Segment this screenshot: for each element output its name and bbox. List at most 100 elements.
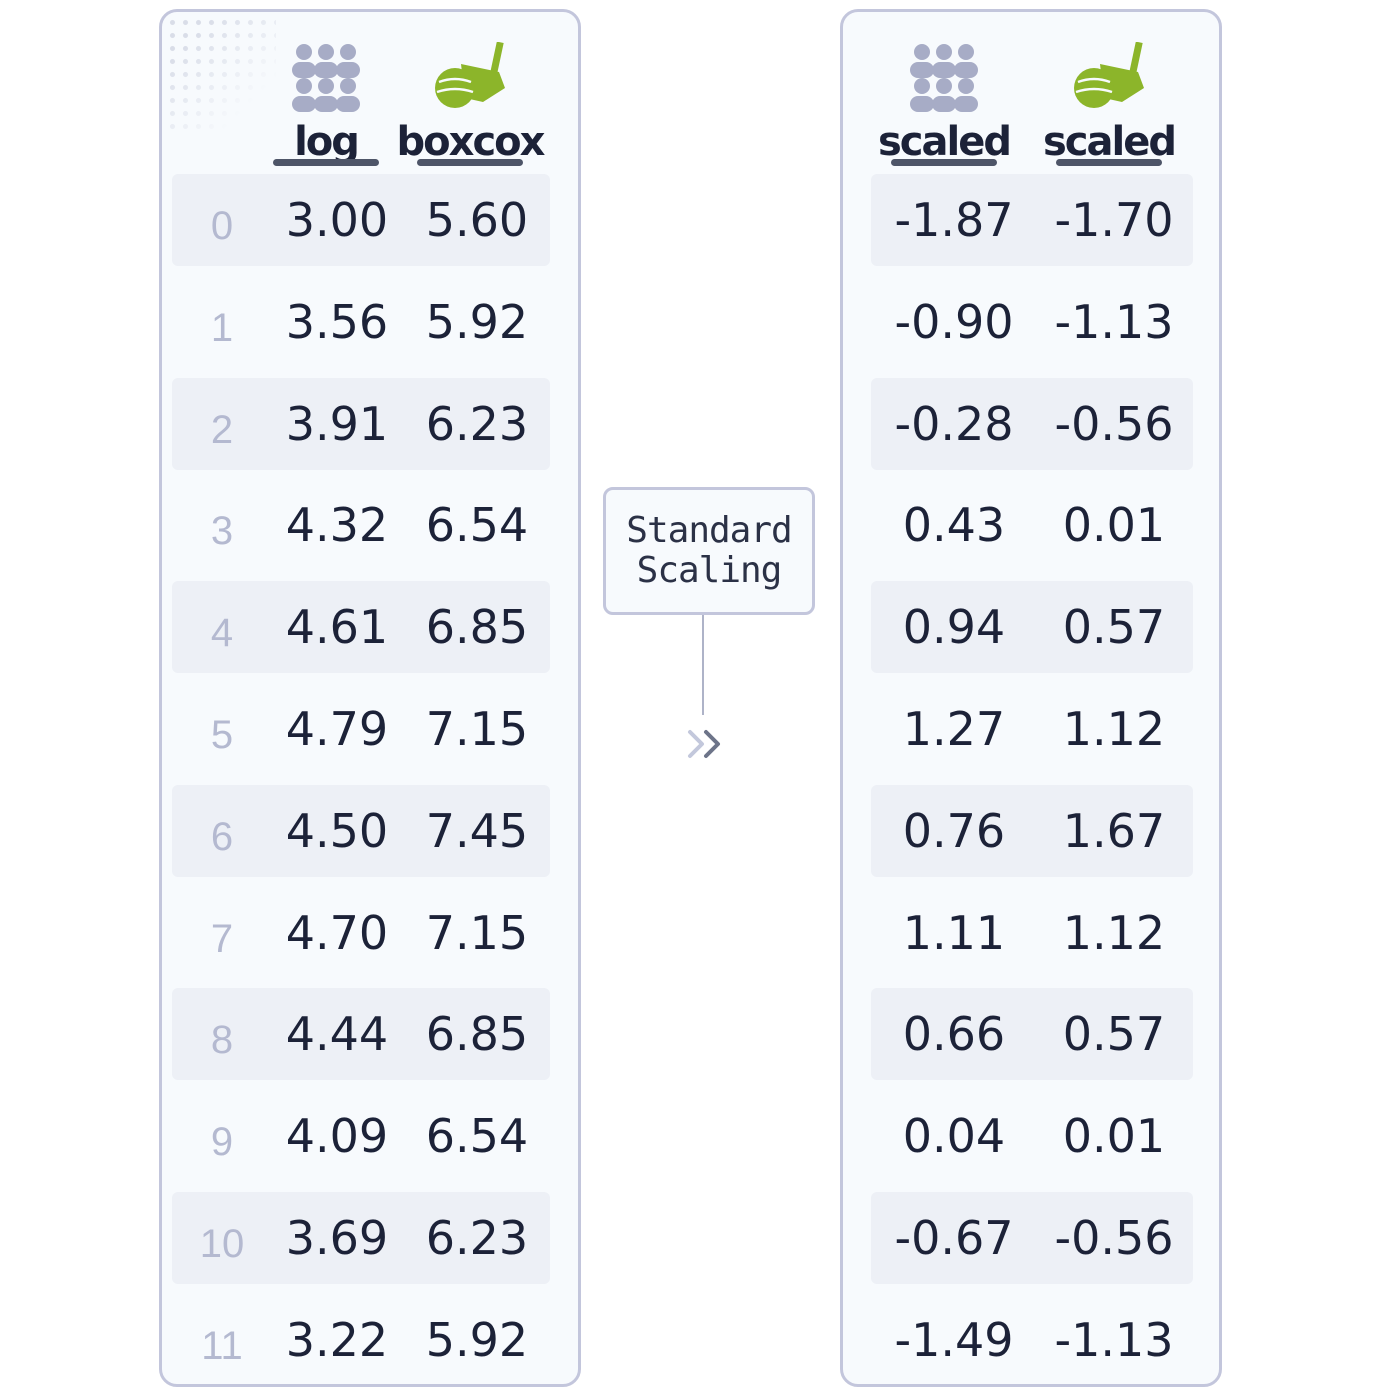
- table-row: 10 3.69 6.23: [172, 1192, 550, 1284]
- scaled-boxcox-value-cell: 1.67: [1062, 803, 1166, 858]
- scaled-log-value-cell: 0.66: [902, 1007, 1006, 1062]
- log-value-cell: 3.56: [285, 294, 389, 349]
- scaled-boxcox-value-cell: 0.01: [1062, 1109, 1166, 1164]
- boxcox-value-cell: 5.60: [425, 193, 529, 247]
- row-index: 4: [210, 611, 234, 656]
- row-index: 2: [210, 407, 234, 452]
- log-value-cell: 4.32: [285, 498, 389, 553]
- row-index: 5: [210, 713, 234, 757]
- log-value-cell: 4.61: [285, 600, 389, 655]
- table-row: 2 3.91 6.23: [172, 377, 550, 470]
- scaled-log-value-cell: -0.28: [894, 396, 1014, 451]
- log-value-cell: 3.91: [285, 396, 389, 451]
- log-value-cell: 3.00: [285, 193, 389, 247]
- scaled-boxcox-value-cell: -1.13: [1054, 294, 1174, 349]
- table-row: 0 3.00 5.60: [172, 174, 550, 266]
- table-row: 1 3.56 5.92: [172, 276, 550, 368]
- scaled-log-value-cell: -1.87: [894, 193, 1014, 247]
- transform-label-line2: Scaling: [636, 550, 783, 591]
- people-group-icon: [910, 44, 978, 112]
- column-header-scaled-log: scaled: [869, 42, 1019, 172]
- table-row: 11 3.22 5.92: [172, 1294, 550, 1386]
- row-index: 3: [210, 509, 234, 554]
- scaled-log-value-cell: -1.49: [894, 1312, 1014, 1367]
- row-index: 7: [210, 916, 234, 961]
- column-underline: [417, 159, 523, 166]
- column-label-log: log: [294, 119, 360, 165]
- log-value-cell: 4.50: [285, 803, 389, 858]
- column-label-boxcox: boxcox: [396, 119, 546, 165]
- row-index: 6: [210, 814, 234, 859]
- table-row: 3 4.32 6.54: [172, 479, 550, 571]
- column-label-scaled: scaled: [878, 119, 1012, 165]
- scaled-boxcox-value-cell: 0.01: [1062, 498, 1166, 553]
- transform-label-line1: Standard: [626, 510, 792, 551]
- row-index: 9: [210, 1120, 234, 1165]
- table-row: 7 4.70 7.15: [172, 887, 550, 979]
- column-label-scaled: scaled: [1043, 119, 1177, 165]
- table-row: 9 4.09 6.54: [172, 1090, 550, 1182]
- boxcox-value-cell: 5.92: [425, 1312, 529, 1367]
- scaled-log-value-cell: 0.76: [902, 803, 1006, 858]
- scaled-log-value-cell: 0.94: [902, 600, 1006, 655]
- row-index: 8: [210, 1018, 234, 1063]
- boxcox-value-cell: 6.23: [425, 1211, 529, 1265]
- column-header-log: log: [251, 42, 401, 172]
- table-row: 0.04 0.01: [871, 1090, 1193, 1182]
- scaled-log-value-cell: 0.04: [902, 1109, 1006, 1164]
- scaled-boxcox-value-cell: -1.70: [1054, 193, 1174, 247]
- column-underline: [1056, 159, 1162, 166]
- scaled-log-value-cell: 1.27: [902, 702, 1006, 756]
- table-row: 0.66 0.57: [871, 988, 1193, 1081]
- row-index: 1: [210, 305, 234, 350]
- scaled-boxcox-value-cell: 1.12: [1062, 702, 1166, 756]
- boxcox-value-cell: 6.85: [425, 1007, 529, 1062]
- scaled-boxcox-value-cell: -1.13: [1054, 1312, 1174, 1367]
- table-row: 5 4.79 7.15: [172, 683, 550, 775]
- log-value-cell: 4.70: [285, 905, 389, 960]
- table-row: -0.28 -0.56: [871, 377, 1193, 470]
- table-row: 8 4.44 6.85: [172, 988, 550, 1081]
- scaled-boxcox-value-cell: 0.57: [1062, 1007, 1166, 1062]
- connector-line: [702, 615, 704, 715]
- log-value-cell: 3.22: [285, 1312, 389, 1367]
- log-value-cell: 3.69: [285, 1211, 389, 1265]
- table-row: 0.76 1.67: [871, 784, 1193, 877]
- scaled-boxcox-value-cell: -0.56: [1054, 1211, 1174, 1265]
- boxcox-value-cell: 6.54: [425, 498, 529, 553]
- scaled-log-value-cell: -0.67: [894, 1211, 1014, 1265]
- table-row: -0.90 -1.13: [871, 276, 1193, 368]
- table-row: 1.27 1.12: [871, 683, 1193, 775]
- right-table-panel: scaled scaled -1.87 -1.70 -0.90 -1.13 -0.28-…: [840, 9, 1222, 1387]
- boxcox-value-cell: 6.23: [425, 396, 529, 451]
- double-chevron-right-icon: [688, 730, 720, 758]
- standard-scaling-label-box: Standard Scaling: [603, 487, 815, 615]
- boxcox-value-cell: 7.45: [425, 803, 529, 858]
- boxcox-value-cell: 7.15: [425, 905, 529, 960]
- golf-club-ball-icon: [1074, 42, 1144, 108]
- table-row: 6 4.50 7.45: [172, 784, 550, 877]
- table-row: -0.67 -0.56: [871, 1192, 1193, 1284]
- dot-pattern-decoration: [166, 16, 276, 136]
- column-underline: [891, 159, 997, 166]
- scaled-log-value-cell: 1.11: [902, 905, 1006, 960]
- table-row: 0.94 0.57: [871, 581, 1193, 674]
- column-underline: [273, 159, 379, 166]
- row-index: 11: [201, 1323, 243, 1368]
- table-row: 4 4.61 6.85: [172, 581, 550, 674]
- scaled-boxcox-value-cell: 1.12: [1062, 905, 1166, 960]
- log-value-cell: 4.79: [285, 702, 389, 756]
- boxcox-value-cell: 6.85: [425, 600, 529, 655]
- row-index: 0: [210, 204, 234, 248]
- people-group-icon: [292, 44, 360, 112]
- left-table-panel: log boxcox 0 3.00 5.60 1 3.56 5.92 2 3.91 6.23 3 4…: [159, 9, 581, 1387]
- log-value-cell: 4.44: [285, 1007, 389, 1062]
- table-row: -1.49 -1.13: [871, 1294, 1193, 1386]
- boxcox-value-cell: 5.92: [425, 294, 529, 349]
- table-row: 0.43 0.01: [871, 479, 1193, 571]
- scaled-log-value-cell: 0.43: [902, 498, 1006, 553]
- table-row: -1.87 -1.70: [871, 174, 1193, 266]
- golf-club-ball-icon: [435, 42, 505, 108]
- scaled-log-value-cell: -0.90: [894, 294, 1014, 349]
- row-index: 10: [199, 1222, 245, 1266]
